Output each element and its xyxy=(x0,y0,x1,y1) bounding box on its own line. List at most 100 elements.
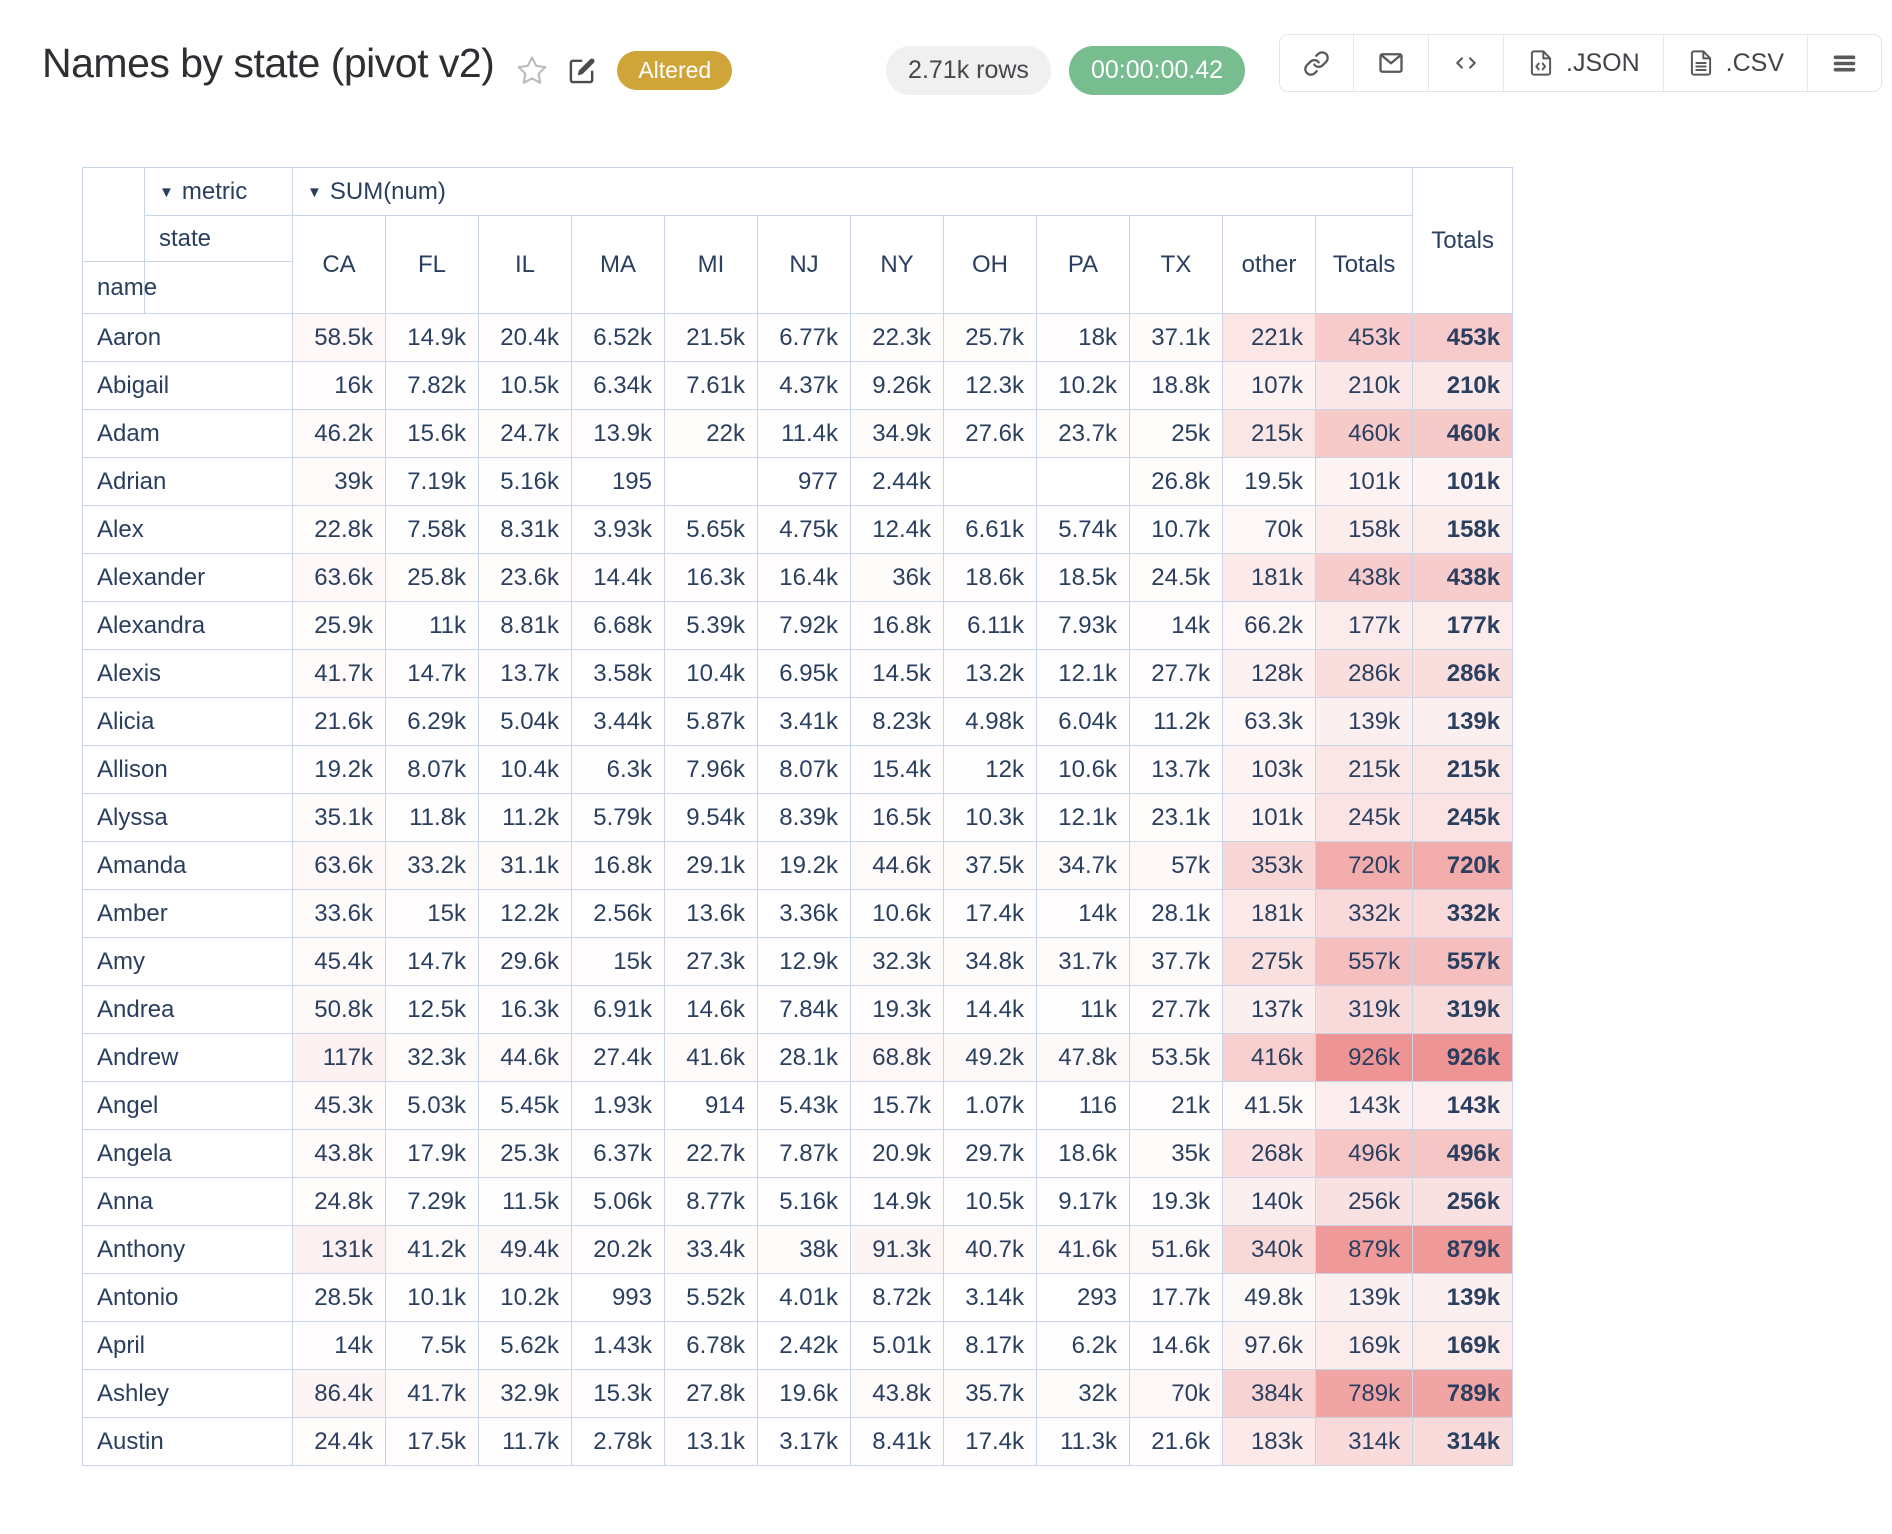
value-cell: 8.31k xyxy=(478,505,572,554)
row-total-cell: 245k xyxy=(1412,793,1514,842)
value-cell: 29.7k xyxy=(943,1129,1037,1178)
metric-axis-label: ▼ metric xyxy=(144,167,293,216)
value-cell: 49.4k xyxy=(478,1225,572,1274)
value-cell: 34.7k xyxy=(1036,841,1130,890)
value-cell: 6.61k xyxy=(943,505,1037,554)
favorite-star-icon[interactable] xyxy=(516,54,548,86)
value-cell: 20.4k xyxy=(478,313,572,362)
value-cell: 33.4k xyxy=(664,1225,758,1274)
value-cell: 245k xyxy=(1314,793,1414,842)
value-cell: 8.17k xyxy=(943,1321,1037,1370)
value-cell: 14.6k xyxy=(664,985,758,1034)
grand-totals-column-header: Totals xyxy=(1412,167,1514,314)
value-cell: 14k xyxy=(1036,889,1130,938)
metric-dropdown-icon[interactable]: ▼ xyxy=(159,183,174,201)
value-cell: 14.5k xyxy=(850,649,944,698)
value-cell: 256k xyxy=(1314,1177,1414,1226)
row-label: Andrew xyxy=(82,1033,293,1082)
value-cell: 37.7k xyxy=(1129,937,1223,986)
value-cell: 293 xyxy=(1036,1273,1130,1322)
edit-name-icon[interactable] xyxy=(568,56,597,85)
table-row: Amanda 63.6k 33.2k 31.1k 16.8k 29.1k 19.2k 44.6… xyxy=(82,841,1514,890)
table-row: Alexis 41.7k 14.7k 13.7k 3.58k 10.4k 6.95k 14.5… xyxy=(82,649,1514,698)
value-cell: 49.8k xyxy=(1222,1273,1316,1322)
value-cell: 139k xyxy=(1314,697,1414,746)
duration-badge: 00:00:00.42 xyxy=(1068,45,1246,95)
value-cell: 7.87k xyxy=(757,1129,851,1178)
value-cell: 7.29k xyxy=(385,1177,479,1226)
value-cell: 5.06k xyxy=(571,1177,665,1226)
value-cell: 31.1k xyxy=(478,841,572,890)
value-cell: 6.29k xyxy=(385,697,479,746)
value-cell: 25.3k xyxy=(478,1129,572,1178)
row-total-cell: 286k xyxy=(1412,649,1514,698)
value-cell: 17.7k xyxy=(1129,1273,1223,1322)
value-cell: 16.3k xyxy=(478,985,572,1034)
value-cell: 37.5k xyxy=(943,841,1037,890)
value-cell: 13.6k xyxy=(664,889,758,938)
value-cell: 17.9k xyxy=(385,1129,479,1178)
csv-button-label: .CSV xyxy=(1725,48,1784,77)
value-cell xyxy=(664,457,758,506)
value-cell: 5.01k xyxy=(850,1321,944,1370)
column-header-mi: MI xyxy=(664,215,758,314)
aggregator-dropdown-icon[interactable]: ▼ xyxy=(307,183,322,201)
value-cell: 169k xyxy=(1314,1321,1414,1370)
value-cell: 14.6k xyxy=(1129,1321,1223,1370)
value-cell: 91.3k xyxy=(850,1225,944,1274)
value-cell: 15.6k xyxy=(385,409,479,458)
value-cell: 17.4k xyxy=(943,889,1037,938)
value-cell: 23.1k xyxy=(1129,793,1223,842)
value-cell: 23.6k xyxy=(478,553,572,602)
value-cell: 879k xyxy=(1314,1225,1414,1274)
table-row: Amy 45.4k 14.7k 29.6k 15k 27.3k 12.9k 32.3k 34.8… xyxy=(82,937,1514,986)
pivot-table: ▼ metric ▼ SUM(num) Totals state CA FL IL MA M… xyxy=(82,167,1514,1466)
email-button[interactable] xyxy=(1353,35,1429,91)
row-label: Angel xyxy=(82,1081,293,1130)
value-cell: 29.1k xyxy=(664,841,758,890)
menu-button[interactable] xyxy=(1807,35,1881,91)
value-cell: 3.17k xyxy=(757,1417,851,1466)
value-cell: 11.4k xyxy=(757,409,851,458)
value-cell: 314k xyxy=(1314,1417,1414,1466)
value-cell: 1.93k xyxy=(571,1081,665,1130)
value-cell: 496k xyxy=(1314,1129,1414,1178)
row-label: Andrea xyxy=(82,985,293,1034)
row-total-cell: 332k xyxy=(1412,889,1514,938)
value-cell: 8.72k xyxy=(850,1273,944,1322)
pivot-table-container: ▼ metric ▼ SUM(num) Totals state CA FL IL MA M… xyxy=(82,167,1892,1466)
table-row: Abigail 16k 7.82k 10.5k 6.34k 7.61k 4.37k 9.26k… xyxy=(82,361,1514,410)
share-link-button[interactable] xyxy=(1280,35,1354,91)
column-header-other: other xyxy=(1222,215,1316,314)
value-cell: 24.8k xyxy=(292,1177,386,1226)
value-cell: 21.6k xyxy=(292,697,386,746)
value-cell: 12.2k xyxy=(478,889,572,938)
value-cell: 7.93k xyxy=(1036,601,1130,650)
embed-code-button[interactable] xyxy=(1428,35,1504,91)
value-cell: 5.03k xyxy=(385,1081,479,1130)
value-cell: 63.6k xyxy=(292,553,386,602)
value-cell: 6.95k xyxy=(757,649,851,698)
value-cell: 6.78k xyxy=(664,1321,758,1370)
value-cell: 6.68k xyxy=(571,601,665,650)
table-row: Alicia 21.6k 6.29k 5.04k 3.44k 5.87k 3.41k 8.23… xyxy=(82,697,1514,746)
value-cell: 23.7k xyxy=(1036,409,1130,458)
download-csv-button[interactable]: .CSV xyxy=(1662,35,1807,91)
value-cell: 5.62k xyxy=(478,1321,572,1370)
row-label: Anthony xyxy=(82,1225,293,1274)
value-cell: 41.5k xyxy=(1222,1081,1316,1130)
column-header-oh: OH xyxy=(943,215,1037,314)
row-label: Amber xyxy=(82,889,293,938)
value-cell: 10.4k xyxy=(478,745,572,794)
value-cell: 51.6k xyxy=(1129,1225,1223,1274)
query-header: Names by state (pivot v2) Altered 2.71k … xyxy=(0,0,1892,100)
column-header-il: IL xyxy=(478,215,572,314)
table-row: Amber 33.6k 15k 12.2k 2.56k 13.6k 3.36k 10.6k 17… xyxy=(82,889,1514,938)
value-cell: 58.5k xyxy=(292,313,386,362)
value-cell: 18.6k xyxy=(943,553,1037,602)
table-row: Ashley 86.4k 41.7k 32.9k 15.3k 27.8k 19.6k 43.8… xyxy=(82,1369,1514,1418)
download-json-button[interactable]: .JSON xyxy=(1503,35,1663,91)
value-cell: 19.5k xyxy=(1222,457,1316,506)
row-total-cell: 453k xyxy=(1412,313,1514,362)
value-cell: 22.3k xyxy=(850,313,944,362)
